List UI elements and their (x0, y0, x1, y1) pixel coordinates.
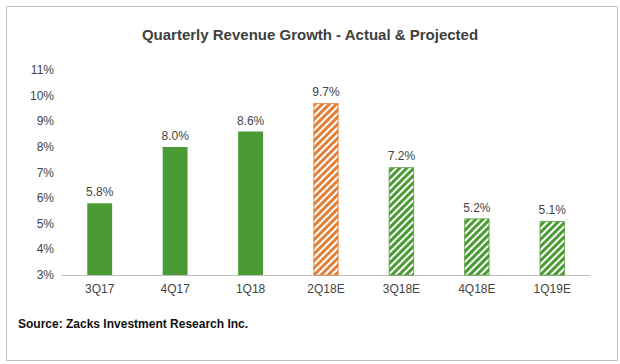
svg-text:3%: 3% (37, 268, 55, 282)
svg-text:Source: Zacks Investment Resea: Source: Zacks Investment Research Inc. (18, 317, 248, 331)
svg-text:9%: 9% (37, 114, 55, 128)
svg-text:1Q18: 1Q18 (236, 282, 266, 296)
svg-text:5.8%: 5.8% (86, 185, 114, 199)
svg-text:8%: 8% (37, 140, 55, 154)
svg-text:2Q18E: 2Q18E (307, 282, 344, 296)
svg-text:4Q17: 4Q17 (160, 282, 190, 296)
svg-text:5%: 5% (37, 217, 55, 231)
svg-text:6%: 6% (37, 191, 55, 205)
svg-text:3Q18E: 3Q18E (383, 282, 420, 296)
svg-text:7%: 7% (37, 166, 55, 180)
svg-text:Quarterly Revenue Growth - Act: Quarterly Revenue Growth - Actual & Proj… (142, 26, 478, 43)
svg-text:5.1%: 5.1% (539, 203, 567, 217)
svg-text:7.2%: 7.2% (388, 149, 416, 163)
svg-text:4Q18E: 4Q18E (458, 282, 495, 296)
svg-text:11%: 11% (31, 63, 54, 77)
svg-text:1Q19E: 1Q19E (534, 282, 571, 296)
svg-text:3Q17: 3Q17 (85, 282, 115, 296)
svg-text:4%: 4% (37, 242, 55, 256)
svg-text:5.2%: 5.2% (463, 201, 491, 215)
svg-text:8.0%: 8.0% (161, 129, 189, 143)
svg-text:8.6%: 8.6% (237, 114, 265, 128)
svg-text:10%: 10% (30, 89, 54, 103)
svg-text:9.7%: 9.7% (312, 85, 340, 99)
